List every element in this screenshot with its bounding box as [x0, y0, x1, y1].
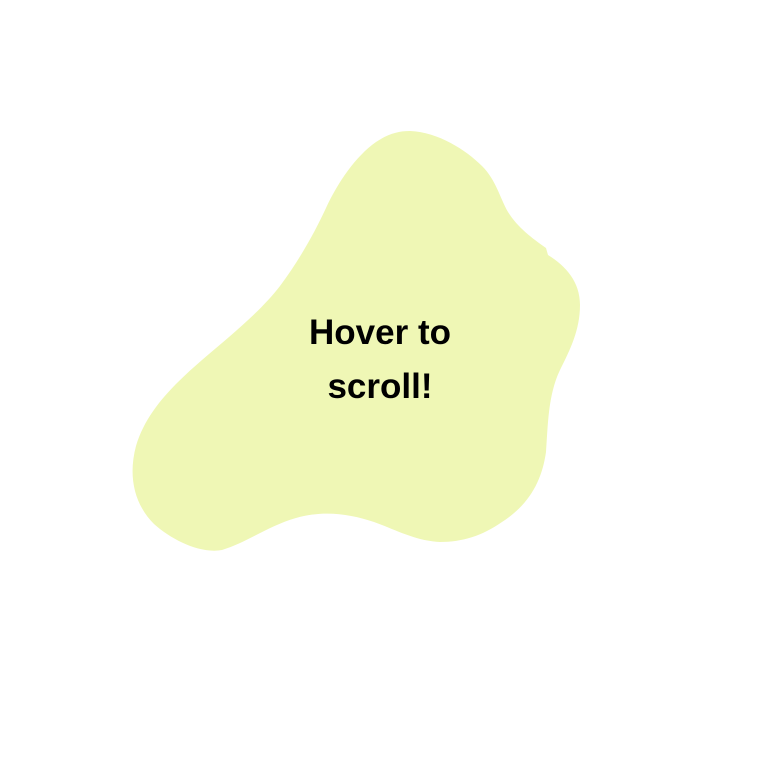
hover-instruction-text: Hover to scroll!	[230, 306, 530, 414]
blob-fill	[132, 131, 581, 551]
hover-instruction-line-1: Hover to	[309, 313, 451, 352]
hover-instruction-line-2: scroll!	[327, 367, 433, 406]
